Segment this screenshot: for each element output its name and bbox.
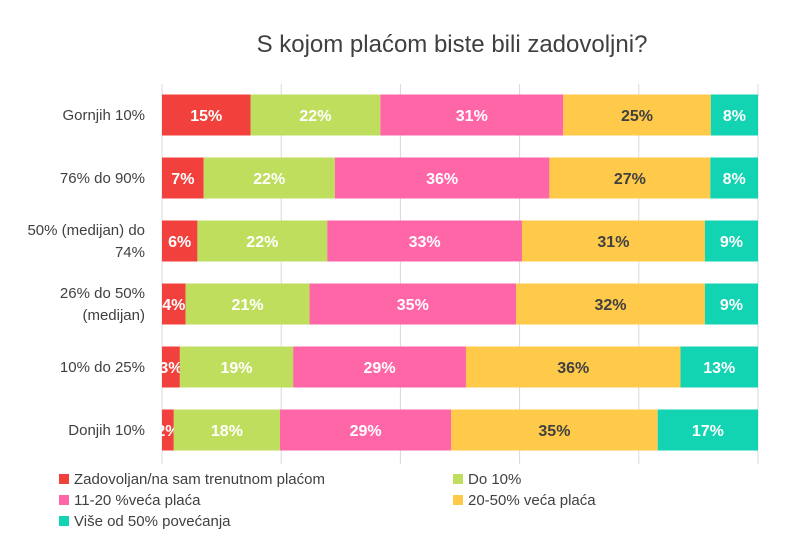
bar-segment	[162, 346, 180, 388]
data-label: 18%	[211, 423, 243, 440]
legend-swatch	[59, 474, 69, 484]
bar-segment	[250, 94, 381, 136]
legend-label: 11-20 %veća plaća	[74, 492, 201, 509]
bar-segment	[185, 283, 310, 325]
legend-swatch	[453, 474, 463, 484]
data-label: 35%	[397, 297, 429, 314]
data-label: 36%	[426, 171, 458, 188]
data-label: 22%	[253, 171, 285, 188]
legend-swatch	[59, 516, 69, 526]
bar-segment	[203, 157, 335, 199]
bar-segment	[327, 220, 522, 262]
data-label: 35%	[538, 423, 570, 440]
data-label: 9%	[720, 297, 743, 314]
data-label: 7%	[171, 171, 194, 188]
data-label: 8%	[723, 171, 746, 188]
bar-segment	[563, 94, 711, 136]
data-label: 31%	[456, 108, 488, 125]
category-label: 50% (medijan) do 74%	[27, 222, 145, 261]
bar-segment	[162, 94, 251, 136]
category-label: 10% do 25%	[60, 359, 145, 376]
bar-segment	[380, 94, 564, 136]
category-label: 76% do 90%	[60, 170, 145, 187]
legend-label: Zadovoljan/na sam trenutnom plaćom	[74, 471, 325, 488]
category-label: Donjih 10%	[68, 422, 145, 439]
data-label: 8%	[723, 108, 746, 125]
bar-segment	[549, 157, 711, 199]
bars: 15% 22% 31% 25% 8% 7% 22% 36% 27% 8% 6% 22% 33% 31% 9%…	[156, 94, 758, 451]
data-label: 9%	[720, 234, 743, 251]
data-label: 29%	[350, 423, 382, 440]
data-label: 33%	[409, 234, 441, 251]
bar-segment	[704, 283, 758, 325]
bar-segment	[704, 220, 758, 262]
legend: Zadovoljan/na sam trenutnom plaćom Do 10%…	[59, 471, 596, 530]
data-label: 27%	[614, 171, 646, 188]
legend-swatch	[59, 495, 69, 505]
bar-segment	[309, 283, 517, 325]
bar-segment	[657, 409, 758, 451]
chart-title: S kojom plaćom biste bili zadovoljni?	[257, 31, 648, 58]
data-label: 25%	[621, 108, 653, 125]
data-label: 4%	[162, 297, 185, 314]
bar-segment	[162, 220, 198, 262]
data-label: 36%	[557, 360, 589, 377]
bar-segment	[516, 283, 705, 325]
bar-segment	[173, 409, 281, 451]
legend-label: Više od 50% povećanja	[74, 513, 231, 530]
data-label: 17%	[692, 423, 724, 440]
bar-segment	[162, 157, 204, 199]
legend-label: 20-50% veća plaća	[468, 492, 596, 509]
category-labels: Gornjih 10% 76% do 90% 50% (medijan) do 74%…	[27, 107, 145, 439]
category-label: 26% do 50% (medijan)	[60, 285, 145, 324]
bar-segment	[162, 283, 186, 325]
data-label: 6%	[168, 234, 191, 251]
data-label: 29%	[364, 360, 396, 377]
category-label: Gornjih 10%	[62, 107, 145, 124]
bar-segment	[451, 409, 658, 451]
bar-segment	[680, 346, 758, 388]
bar-segment	[521, 220, 705, 262]
data-label: 2%	[156, 423, 179, 440]
bar-segment	[710, 94, 758, 136]
legend-swatch	[453, 495, 463, 505]
bar-segment	[162, 409, 174, 451]
bar-segment	[280, 409, 452, 451]
data-label: 3%	[159, 360, 182, 377]
bar-segment	[465, 346, 681, 388]
data-label: 31%	[597, 234, 629, 251]
bar-segment	[710, 157, 758, 199]
bar-segment	[179, 346, 294, 388]
grid-lines	[161, 84, 759, 464]
legend-label: Do 10%	[468, 471, 521, 488]
bar-segment	[197, 220, 328, 262]
data-label: 13%	[703, 360, 735, 377]
data-label: 32%	[594, 297, 626, 314]
data-label: 22%	[299, 108, 331, 125]
data-label: 22%	[246, 234, 278, 251]
data-label: 21%	[232, 297, 264, 314]
data-label: 15%	[190, 108, 222, 125]
bar-segment	[334, 157, 550, 199]
data-label: 19%	[220, 360, 252, 377]
bar-segment	[293, 346, 466, 388]
